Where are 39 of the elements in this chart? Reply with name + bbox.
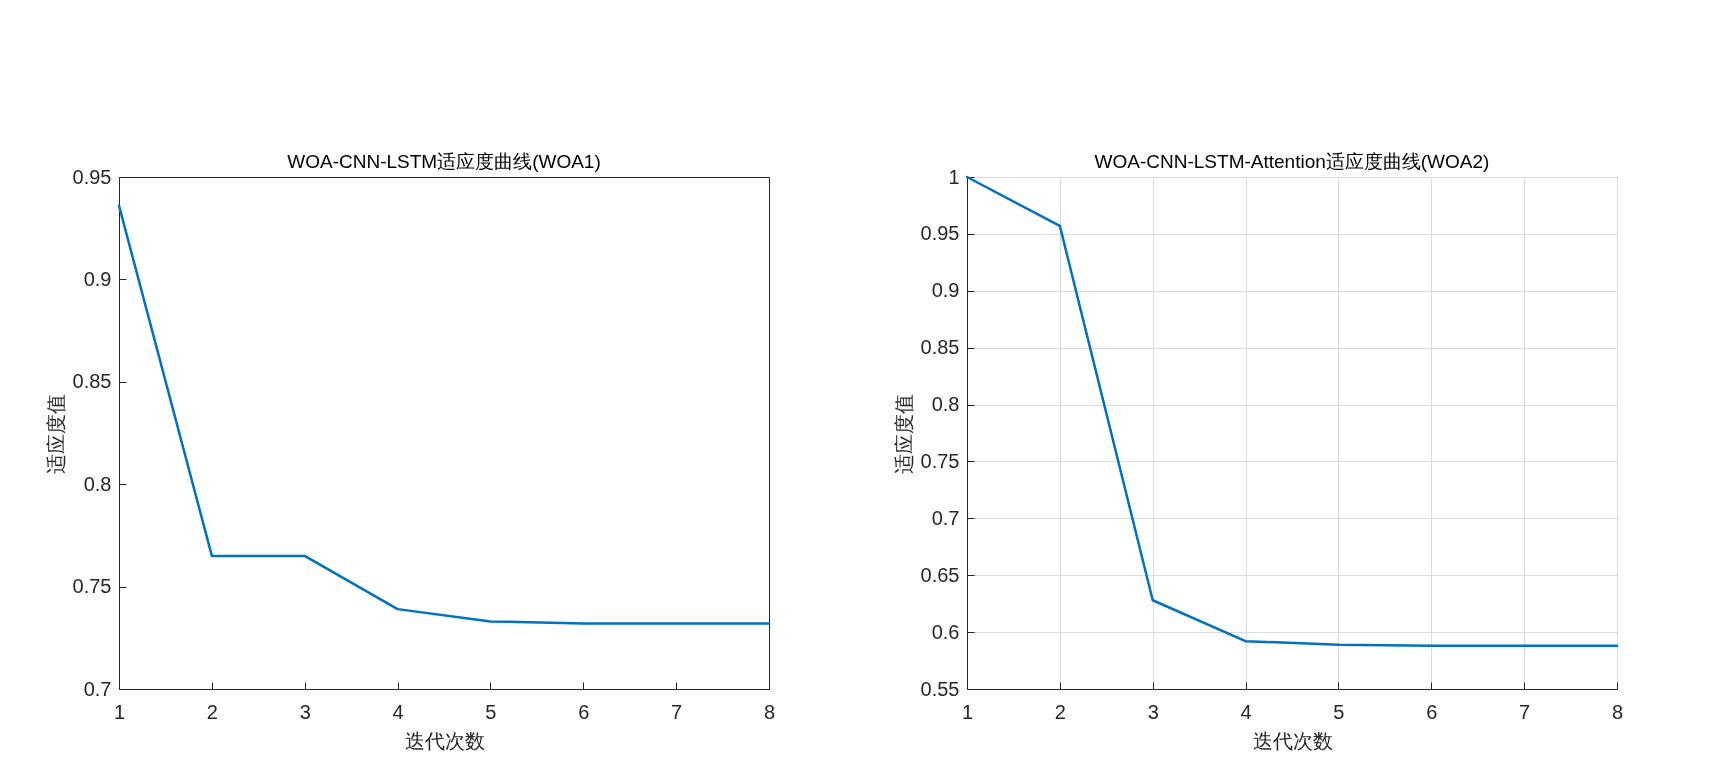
x-tick-label: 4 <box>1240 700 1252 723</box>
x-tick-label: 8 <box>763 700 776 723</box>
x-axis-title: 迭代次数 <box>1252 729 1333 752</box>
y-tick-label: 0.7 <box>83 677 112 700</box>
y-tick-label: 0.75 <box>72 575 112 598</box>
y-tick-label: 1 <box>948 165 960 188</box>
x-tick-label: 7 <box>671 700 683 723</box>
y-tick-label: 0.95 <box>72 165 112 188</box>
x-tick-label: 5 <box>485 700 497 723</box>
x-tick-label: 7 <box>1519 700 1531 723</box>
x-tick-label: 3 <box>1147 700 1159 723</box>
x-tick-label: 2 <box>206 700 218 723</box>
x-tick-label: 6 <box>1426 700 1438 723</box>
chart-title: WOA-CNN-LSTM适应度曲线(WOA1) <box>287 151 601 172</box>
y-tick-label: 0.85 <box>920 336 960 359</box>
x-tick-label: 3 <box>299 700 311 723</box>
x-tick-label: 6 <box>578 700 590 723</box>
line-series <box>117 204 771 625</box>
y-axis-title: 适应度值 <box>892 393 915 474</box>
x-tick-label: 2 <box>1054 700 1066 723</box>
y-tick-label: 0.7 <box>931 506 960 529</box>
y-tick-label: 0.85 <box>72 370 112 393</box>
y-tick-label: 0.95 <box>920 222 960 245</box>
x-tick-label: 5 <box>1333 700 1345 723</box>
chart-title: WOA-CNN-LSTM-Attention适应度曲线(WOA2) <box>1094 151 1490 172</box>
x-tick-label: 1 <box>113 700 126 723</box>
x-tick-label: 1 <box>961 700 974 723</box>
y-tick-label: 0.9 <box>83 267 112 290</box>
y-tick-label: 0.9 <box>931 279 960 302</box>
y-tick-label: 0.55 <box>920 677 960 700</box>
x-tick-label: 4 <box>392 700 404 723</box>
y-tick-label: 0.65 <box>920 563 960 586</box>
y-tick-label: 0.6 <box>931 620 960 643</box>
x-axis-title: 迭代次数 <box>404 729 485 752</box>
y-tick-label: 0.8 <box>931 393 960 416</box>
y-tick-label: 0.8 <box>83 472 112 495</box>
x-tick-label: 8 <box>1611 700 1624 723</box>
y-axis-title: 适应度值 <box>44 393 67 474</box>
y-tick-label: 0.75 <box>920 449 960 472</box>
